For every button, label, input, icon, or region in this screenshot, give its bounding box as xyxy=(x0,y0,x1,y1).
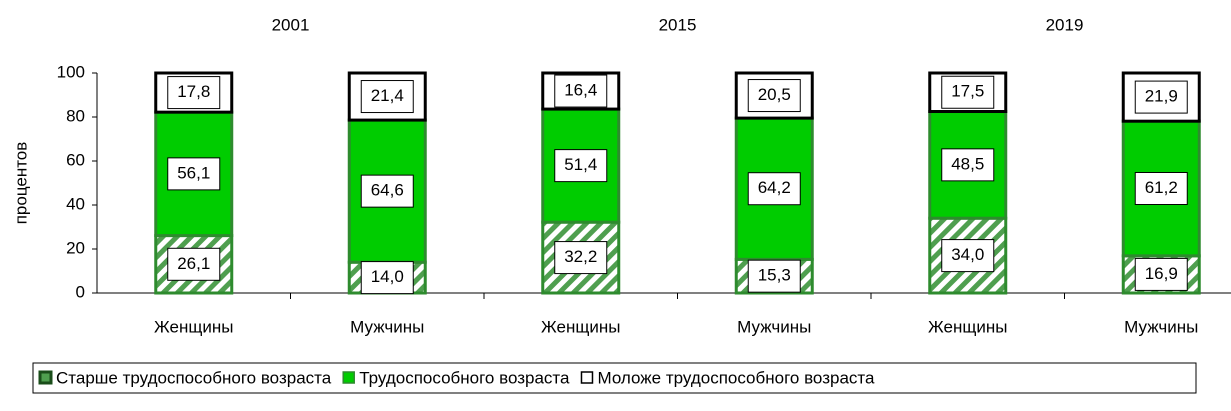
data-label: 32,2 xyxy=(564,247,597,266)
legend-swatch xyxy=(342,371,355,384)
data-label: 14,0 xyxy=(371,267,404,286)
x-tick-label: Женщины xyxy=(541,317,620,336)
data-label: 16,4 xyxy=(564,81,597,100)
data-label: 48,5 xyxy=(951,154,984,173)
data-label-box xyxy=(1134,172,1188,205)
data-label-box xyxy=(167,247,221,281)
data-label: 15,3 xyxy=(758,266,791,285)
data-label-box xyxy=(360,80,414,114)
data-label: 56,1 xyxy=(177,163,210,182)
data-label-box xyxy=(360,261,414,295)
data-label: 20,5 xyxy=(758,85,791,104)
legend xyxy=(32,362,1197,394)
legend-swatch xyxy=(38,370,53,385)
x-tick-label: Мужчины xyxy=(350,317,424,336)
data-label: 26,1 xyxy=(177,254,210,273)
data-label-box xyxy=(167,76,221,110)
y-tick-label: 0 xyxy=(76,282,85,301)
y-tick-label: 80 xyxy=(66,106,85,125)
group-label: 2001 xyxy=(272,15,310,34)
data-label-box xyxy=(747,172,801,206)
group-label: 2019 xyxy=(1046,15,1084,34)
data-label-box xyxy=(747,259,801,293)
y-tick-label: 100 xyxy=(57,62,85,81)
data-label: 21,4 xyxy=(371,86,404,105)
data-label-box xyxy=(360,174,414,208)
group-label: 2015 xyxy=(659,15,697,34)
legend-label: Моложе трудоспособного возраста xyxy=(597,368,875,387)
y-axis-label: процентов xyxy=(11,142,30,225)
x-tick-label: Женщины xyxy=(928,317,1007,336)
data-label: 16,9 xyxy=(1145,264,1178,283)
x-tick-label: Мужчины xyxy=(737,317,811,336)
data-label: 51,4 xyxy=(564,155,597,174)
y-tick-label: 60 xyxy=(66,150,85,169)
data-label: 34,0 xyxy=(951,245,984,264)
data-label-box xyxy=(167,157,221,191)
legend-swatch xyxy=(580,371,594,384)
x-tick-label: Мужчины xyxy=(1124,317,1198,336)
legend-label: Старше трудоспособного возраста xyxy=(56,368,332,387)
data-label: 64,2 xyxy=(758,178,791,197)
data-label-box xyxy=(941,75,995,109)
data-label: 21,9 xyxy=(1145,87,1178,106)
legend-label: Трудоспособного возраста xyxy=(359,368,570,387)
data-label-box xyxy=(941,239,995,273)
y-tick-label: 40 xyxy=(66,194,85,213)
data-label-box xyxy=(1134,257,1188,291)
data-label-box xyxy=(554,74,608,108)
data-label: 61,2 xyxy=(1145,178,1178,197)
data-label: 64,6 xyxy=(371,181,404,200)
data-label: 17,8 xyxy=(177,82,210,101)
data-label-box xyxy=(554,149,608,183)
data-label: 17,5 xyxy=(951,82,984,101)
x-tick-label: Женщины xyxy=(154,317,233,336)
y-tick-label: 20 xyxy=(66,238,85,257)
data-label-box xyxy=(1134,80,1188,114)
data-label-box xyxy=(747,79,801,113)
data-label-box xyxy=(554,241,608,275)
data-label-box xyxy=(941,148,995,182)
